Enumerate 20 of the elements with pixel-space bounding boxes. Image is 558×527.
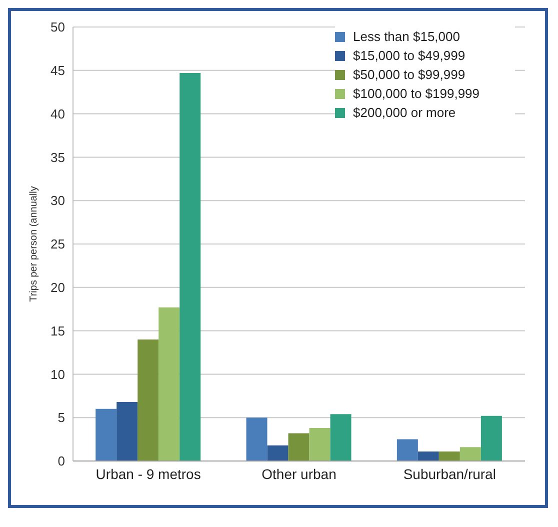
legend-label: $50,000 to $99,999: [353, 67, 466, 82]
y-tick-label: 45: [50, 63, 65, 78]
y-tick-label: 25: [50, 236, 65, 252]
x-tick-label: Urban - 9 metros: [96, 466, 201, 482]
x-tick-label: Suburban/rural: [403, 466, 496, 482]
legend-label: $15,000 to $49,999: [353, 48, 466, 63]
legend-label: Less than $15,000: [353, 29, 460, 44]
y-tick-label: 10: [50, 366, 65, 382]
legend-label: $100,000 to $199,999: [353, 86, 480, 101]
y-tick-label: 50: [50, 20, 65, 35]
y-tick-label: 20: [50, 280, 65, 296]
y-tick-label: 5: [58, 410, 65, 426]
x-tick-label: Other urban: [262, 466, 336, 482]
legend-label: $200,000 or more: [353, 105, 456, 120]
y-tick-label: 0: [58, 454, 65, 469]
y-tick-label: 35: [50, 150, 65, 165]
y-tick-label: 40: [50, 106, 65, 122]
y-tick-label: 15: [50, 323, 65, 338]
y-axis-title: Trips per person (annually: [28, 186, 40, 302]
y-tick-label: 30: [50, 193, 65, 208]
